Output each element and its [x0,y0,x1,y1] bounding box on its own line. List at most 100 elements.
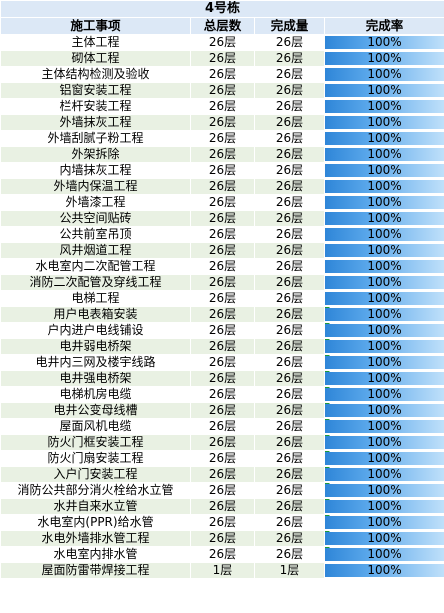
cell-completed[interactable]: 26层 [254,274,325,291]
cell-completed[interactable]: 26层 [254,466,325,483]
cell-task-name[interactable]: 防火门框安装工程 [0,434,191,451]
cell-completed[interactable]: 26层 [254,178,325,195]
cell-completion-rate[interactable]: 100% [323,322,444,339]
cell-task-name[interactable]: 外架拆除 [0,146,191,163]
cell-total-floors[interactable]: 26层 [190,546,255,563]
cell-completed[interactable]: 26层 [254,386,325,403]
header-done[interactable]: 完成量 [254,17,325,35]
cell-total-floors[interactable]: 26层 [190,274,255,291]
cell-task-name[interactable]: 水电外墙排水管工程 [0,530,191,547]
cell-total-floors[interactable]: 26层 [190,450,255,467]
cell-total-floors[interactable]: 26层 [190,514,255,531]
cell-total-floors[interactable]: 26层 [190,402,255,419]
cell-total-floors[interactable]: 26层 [190,418,255,435]
cell-task-name[interactable]: 水电室内二次配管工程 [0,258,191,275]
cell-total-floors[interactable]: 26层 [190,162,255,179]
cell-task-name[interactable]: 电井弱电桥架 [0,338,191,355]
cell-total-floors[interactable]: 26层 [190,466,255,483]
cell-completion-rate[interactable]: 100% [323,386,444,403]
cell-completed[interactable]: 26层 [254,530,325,547]
cell-completed[interactable]: 26层 [254,226,325,243]
cell-total-floors[interactable]: 26层 [190,82,255,99]
cell-completed[interactable]: 26层 [254,82,325,99]
cell-completed[interactable]: 26层 [254,450,325,467]
cell-total-floors[interactable]: 26层 [190,226,255,243]
cell-task-name[interactable]: 屋面风机电缆 [0,418,191,435]
cell-completed[interactable]: 26层 [254,514,325,531]
cell-task-name[interactable]: 公共空间贴砖 [0,210,191,227]
cell-completion-rate[interactable]: 100% [323,530,444,547]
cell-task-name[interactable]: 用户电表箱安装 [0,306,191,323]
cell-task-name[interactable]: 电井内三网及楼宇线路 [0,354,191,371]
cell-task-name[interactable]: 风井烟道工程 [0,242,191,259]
cell-task-name[interactable]: 外墙漆工程 [0,194,191,211]
cell-task-name[interactable]: 水井自来水立管 [0,498,191,515]
cell-task-name[interactable]: 水电室内排水管 [0,546,191,563]
cell-total-floors[interactable]: 26层 [190,146,255,163]
cell-completed[interactable]: 26层 [254,434,325,451]
cell-task-name[interactable]: 外墙刮腻子粉工程 [0,130,191,147]
cell-completed[interactable]: 26层 [254,66,325,83]
cell-completed[interactable]: 26层 [254,322,325,339]
cell-total-floors[interactable]: 26层 [190,98,255,115]
cell-task-name[interactable]: 内墙抹灰工程 [0,162,191,179]
cell-total-floors[interactable]: 26层 [190,50,255,67]
cell-completion-rate[interactable]: 100% [323,306,444,323]
cell-task-name[interactable]: 防火门扇安装工程 [0,450,191,467]
cell-completed[interactable]: 26层 [254,34,325,51]
cell-total-floors[interactable]: 26层 [190,34,255,51]
cell-total-floors[interactable]: 26层 [190,66,255,83]
cell-total-floors[interactable]: 26层 [190,130,255,147]
cell-task-name[interactable]: 栏杆安装工程 [0,98,191,115]
cell-task-name[interactable]: 入户门安装工程 [0,466,191,483]
cell-completion-rate[interactable]: 100% [323,130,444,147]
cell-completion-rate[interactable]: 100% [323,50,444,67]
cell-completion-rate[interactable]: 100% [323,466,444,483]
cell-completed[interactable]: 26层 [254,146,325,163]
cell-total-floors[interactable]: 26层 [190,386,255,403]
cell-task-name[interactable]: 电井公变母线槽 [0,402,191,419]
cell-total-floors[interactable]: 26层 [190,210,255,227]
header-total[interactable]: 总层数 [190,17,255,35]
cell-completion-rate[interactable]: 100% [323,546,444,563]
cell-total-floors[interactable]: 26层 [190,194,255,211]
cell-completed[interactable]: 26层 [254,546,325,563]
cell-completion-rate[interactable]: 100% [323,450,444,467]
cell-total-floors[interactable]: 26层 [190,338,255,355]
cell-total-floors[interactable]: 26层 [190,354,255,371]
cell-completed[interactable]: 26层 [254,370,325,387]
cell-total-floors[interactable]: 26层 [190,258,255,275]
cell-completion-rate[interactable]: 100% [323,338,444,355]
cell-completion-rate[interactable]: 100% [323,274,444,291]
cell-completed[interactable]: 26层 [254,114,325,131]
cell-completion-rate[interactable]: 100% [323,402,444,419]
cell-completed[interactable]: 26层 [254,162,325,179]
cell-task-name[interactable]: 主体结构检测及验收 [0,66,191,83]
cell-task-name[interactable]: 消防公共部分消火栓给水立管 [0,482,191,499]
cell-completion-rate[interactable]: 100% [323,210,444,227]
cell-completion-rate[interactable]: 100% [323,418,444,435]
cell-total-floors[interactable]: 26层 [190,530,255,547]
cell-completion-rate[interactable]: 100% [323,258,444,275]
cell-completed[interactable]: 26层 [254,482,325,499]
cell-completed[interactable]: 1层 [254,562,325,579]
cell-completion-rate[interactable]: 100% [323,178,444,195]
cell-completed[interactable]: 26层 [254,402,325,419]
cell-completion-rate[interactable]: 100% [323,34,444,51]
cell-total-floors[interactable]: 26层 [190,306,255,323]
header-name[interactable]: 施工事项 [0,17,191,35]
cell-completed[interactable]: 26层 [254,210,325,227]
cell-completion-rate[interactable]: 100% [323,82,444,99]
cell-task-name[interactable]: 水电室内(PPR)给水管 [0,514,191,531]
cell-task-name[interactable]: 消防二次配管及穿线工程 [0,274,191,291]
cell-completed[interactable]: 26层 [254,50,325,67]
cell-total-floors[interactable]: 1层 [190,562,255,579]
cell-completed[interactable]: 26层 [254,98,325,115]
cell-completion-rate[interactable]: 100% [323,498,444,515]
cell-completed[interactable]: 26层 [254,130,325,147]
cell-completion-rate[interactable]: 100% [323,194,444,211]
cell-task-name[interactable]: 电井强电桥架 [0,370,191,387]
cell-task-name[interactable]: 砌体工程 [0,50,191,67]
cell-task-name[interactable]: 电梯工程 [0,290,191,307]
cell-completion-rate[interactable]: 100% [323,562,444,579]
